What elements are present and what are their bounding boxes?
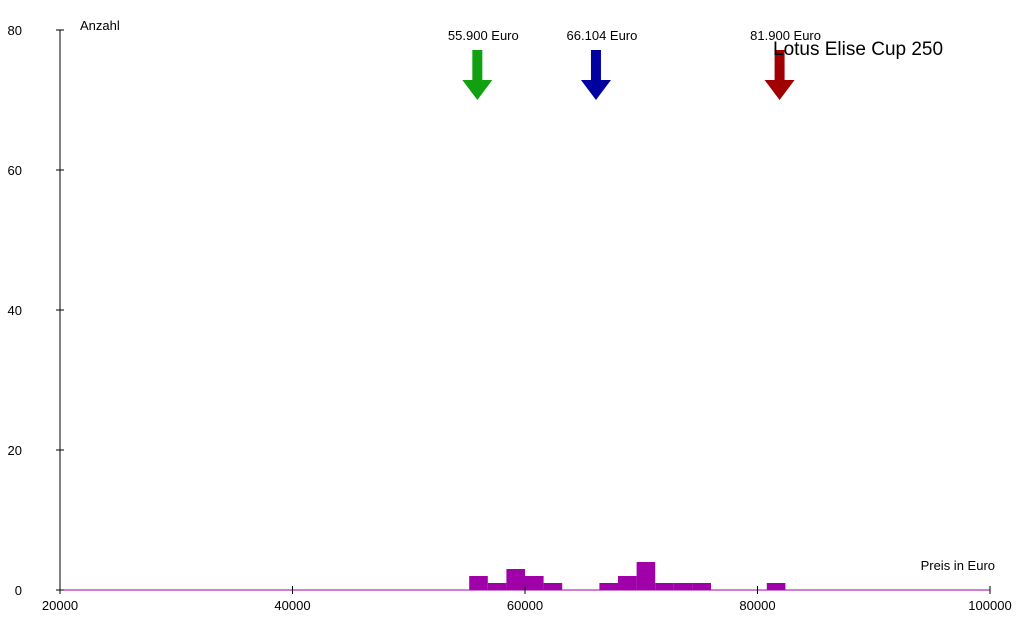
- price-marker-label: 55.900 Euro: [448, 28, 519, 43]
- histogram-bar: [636, 562, 656, 590]
- x-tick-label: 100000: [968, 598, 1011, 613]
- histogram-bar: [692, 583, 711, 590]
- chart-title: Lotus Elise Cup 250: [773, 39, 943, 60]
- histogram-bar: [506, 569, 525, 590]
- price-marker-label: 66.104 Euro: [567, 28, 638, 43]
- histogram-bar: [487, 583, 507, 590]
- x-tick-label: 20000: [42, 598, 78, 613]
- price-marker: 81.900 Euro: [750, 28, 821, 100]
- histogram-bar: [655, 583, 674, 590]
- x-axis-label: Preis in Euro: [921, 558, 995, 573]
- y-tick-label: 0: [15, 583, 22, 598]
- y-tick-label: 20: [8, 443, 22, 458]
- histogram-bars: [469, 562, 786, 590]
- y-tick-label: 80: [8, 23, 22, 38]
- histogram-bar: [469, 576, 488, 590]
- histogram-bar: [766, 583, 786, 590]
- histogram-bar: [673, 583, 693, 590]
- x-tick-label: 80000: [739, 598, 775, 613]
- price-marker-label: 81.900 Euro: [750, 28, 821, 43]
- x-tick-label: 60000: [507, 598, 543, 613]
- price-marker: 66.104 Euro: [567, 28, 638, 100]
- down-arrow-icon: [462, 50, 493, 100]
- y-axis-ticks: 0 20 40 60 80: [8, 23, 64, 598]
- axes: [59, 30, 990, 591]
- x-tick-label: 40000: [274, 598, 310, 613]
- down-arrow-icon: [580, 50, 611, 100]
- histogram-bar: [543, 583, 563, 590]
- price-markers: 55.900 Euro 66.104 Euro 81.900 Euro: [448, 28, 821, 100]
- y-tick-label: 60: [8, 163, 22, 178]
- histogram-bar: [525, 576, 544, 590]
- histogram-bar: [599, 583, 618, 590]
- down-arrow-icon: [764, 50, 795, 100]
- x-axis-ticks: 20000 40000 60000 80000 100000: [42, 586, 1012, 613]
- histogram-bar: [618, 576, 637, 590]
- y-tick-label: 40: [8, 303, 22, 318]
- price-marker: 55.900 Euro: [448, 28, 519, 100]
- y-axis-label: Anzahl: [80, 18, 120, 33]
